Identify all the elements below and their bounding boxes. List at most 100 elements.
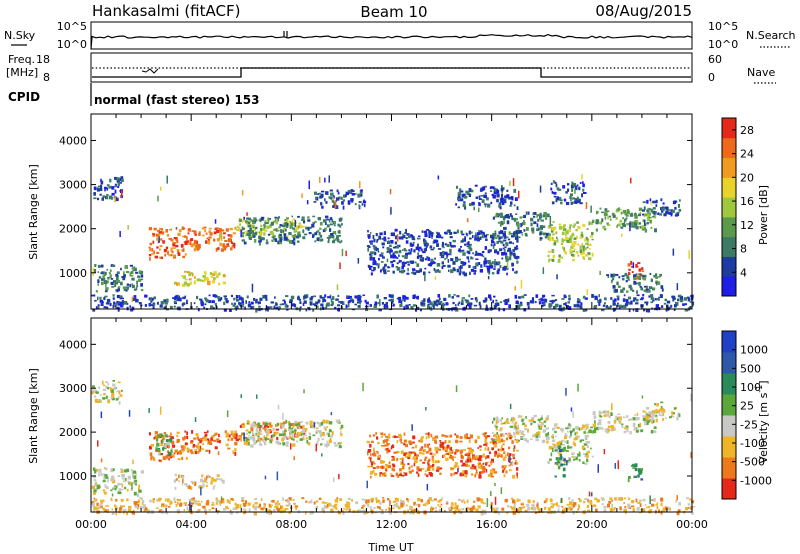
heatmap-cell <box>114 195 116 203</box>
heatmap-cell <box>210 481 213 485</box>
heatmap-cell <box>402 263 406 267</box>
heatmap-cell <box>266 239 268 242</box>
heatmap-cell <box>547 511 551 514</box>
heatmap-cell <box>104 186 107 190</box>
heatmap-cell <box>514 294 518 299</box>
heatmap-cell <box>266 511 269 514</box>
heatmap-cell <box>315 430 319 433</box>
heatmap-cell <box>328 502 331 506</box>
heatmap-cell <box>674 200 678 203</box>
heatmap-cell <box>493 305 498 308</box>
heatmap-cell <box>574 200 578 204</box>
heatmap-cell <box>565 387 567 396</box>
heatmap-cell <box>290 299 293 302</box>
heatmap-cell <box>380 261 384 263</box>
heatmap-cell <box>665 308 668 312</box>
heatmap-cell <box>132 474 134 478</box>
heatmap-cell <box>494 442 498 445</box>
heatmap-cell <box>102 499 105 503</box>
heatmap-cell <box>616 281 619 286</box>
heatmap-cell <box>564 446 566 450</box>
heatmap-cell <box>243 241 247 245</box>
heatmap-cell <box>116 294 121 299</box>
heatmap-cell <box>412 241 415 244</box>
heatmap-cell <box>576 431 578 434</box>
heatmap-cell <box>144 294 148 298</box>
heatmap-cell <box>546 415 550 419</box>
heatmap-cell <box>342 509 344 512</box>
heatmap-cell <box>213 231 217 235</box>
heatmap-cell <box>309 422 313 426</box>
heatmap-cell <box>240 394 242 398</box>
heatmap-cell <box>118 488 121 492</box>
heatmap-cell <box>189 281 192 285</box>
heatmap-cell <box>387 266 390 269</box>
heatmap-cell <box>250 306 253 309</box>
heatmap-cell <box>113 386 116 391</box>
heatmap-cell <box>520 503 524 506</box>
heatmap-cell <box>452 301 455 305</box>
heatmap-cell <box>448 507 451 510</box>
heatmap-cell <box>664 417 667 420</box>
x-tick-label: 16:00 <box>476 518 508 531</box>
heatmap-cell <box>263 232 266 236</box>
heatmap-cell <box>253 218 256 221</box>
heatmap-cell <box>637 276 642 279</box>
heatmap-cell <box>494 433 497 438</box>
heatmap-cell <box>523 437 527 442</box>
heatmap-cell <box>656 403 659 407</box>
heatmap-cell <box>131 306 135 311</box>
heatmap-cell <box>443 510 446 513</box>
heatmap-cell <box>648 295 651 298</box>
heatmap-cell <box>624 218 627 222</box>
heatmap-cell <box>340 301 344 304</box>
heatmap-cell <box>159 433 162 437</box>
heatmap-cell <box>427 432 430 436</box>
heatmap-cell <box>387 498 390 501</box>
heatmap-cell <box>93 489 97 493</box>
heatmap-cell <box>476 497 480 502</box>
colorbar-segment <box>722 137 736 159</box>
heatmap-cell <box>166 457 168 460</box>
heatmap-cell <box>540 421 545 426</box>
heatmap-cell <box>124 265 128 269</box>
heatmap-cell <box>533 414 537 418</box>
heatmap-cell <box>159 509 163 512</box>
heatmap-cell <box>112 487 115 490</box>
heatmap-cell <box>427 303 431 306</box>
heatmap-cell <box>165 229 168 233</box>
heatmap-cell <box>537 423 540 426</box>
heatmap-cell <box>201 279 204 282</box>
heatmap-cell <box>194 502 198 505</box>
heatmap-cell <box>417 252 420 255</box>
heatmap-cell <box>253 441 257 445</box>
heatmap-cell <box>317 217 321 221</box>
heatmap-cell <box>552 221 555 223</box>
heatmap-cell <box>604 208 606 212</box>
heatmap-cell <box>211 435 214 438</box>
heatmap-cell <box>530 507 534 510</box>
heatmap-cell <box>475 258 479 260</box>
heatmap-cell <box>106 509 109 513</box>
heatmap-cell <box>539 232 542 236</box>
heatmap-cell <box>557 465 561 470</box>
heatmap-cell <box>641 225 645 229</box>
colorbar-tick-label: 24 <box>740 148 754 161</box>
heatmap-cell <box>367 230 369 233</box>
heatmap-cell <box>334 205 339 209</box>
heatmap-cell <box>207 278 209 280</box>
heatmap-cell <box>402 233 404 237</box>
heatmap-cell <box>234 226 237 230</box>
heatmap-cell <box>460 240 464 243</box>
heatmap-cell <box>585 453 588 455</box>
heatmap-cell <box>105 467 108 471</box>
heatmap-cell <box>190 440 194 443</box>
heatmap-cell <box>544 425 546 428</box>
heatmap-cell <box>220 232 223 241</box>
heatmap-cell <box>615 273 619 276</box>
heatmap-cell <box>564 440 567 443</box>
heatmap-cell <box>498 429 503 432</box>
heatmap-cell <box>299 301 302 304</box>
heatmap-cell <box>432 262 436 264</box>
heatmap-cell <box>449 231 453 235</box>
